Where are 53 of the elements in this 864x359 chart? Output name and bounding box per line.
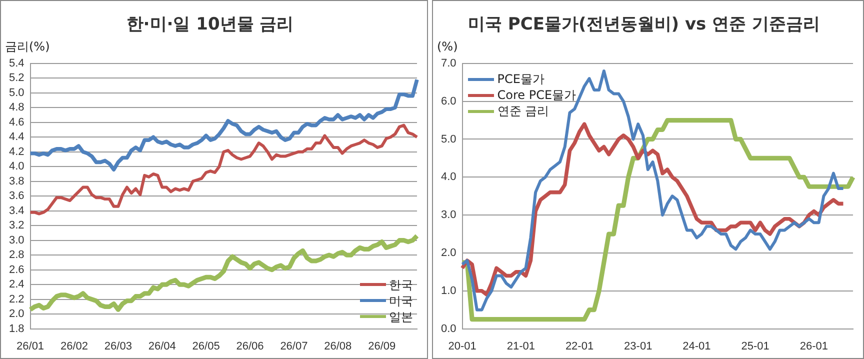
x-tick-label: 26/09 (368, 340, 396, 352)
y-tick-label: 3.0 (8, 234, 24, 246)
y-tick-label: 3.8 (8, 175, 24, 188)
x-tick-label: 23-01 (624, 340, 652, 352)
x-tick-label: 26/04 (148, 340, 176, 352)
legend-label: 미국 (389, 292, 413, 309)
y-tick-label: 5.4 (8, 57, 24, 70)
y-tick-label: 2.4 (8, 278, 24, 291)
x-tick-label: 22-01 (565, 340, 594, 352)
chart-title: 한·미·일 10년물 금리 (126, 14, 294, 35)
chart-title: 미국 PCE물가(전년동월비) vs 연준 기준금리 (468, 14, 820, 35)
x-tick-label: 26/07 (280, 340, 308, 352)
legend-label: 연준 금리 (497, 103, 550, 120)
x-tick-label: 26/06 (236, 340, 264, 352)
x-tick-label: 26-01 (800, 340, 828, 352)
x-tick-label: 26/03 (104, 340, 132, 352)
x-tick-label: 26/05 (192, 340, 220, 352)
y-tick-label: 4.6 (8, 116, 24, 128)
x-tick-label: 21-01 (506, 340, 535, 352)
y-tick-label: 2.2 (8, 293, 24, 306)
y-tick-label: 6.0 (440, 95, 456, 108)
x-tick-label: 26/02 (60, 340, 88, 352)
y-tick-label: 4.0 (8, 160, 24, 173)
y-axis-title: 금리(%) (5, 40, 50, 54)
y-tick-label: 1.8 (8, 322, 24, 335)
y-tick-label: 3.4 (8, 204, 24, 217)
x-tick-label: 24-01 (682, 340, 711, 352)
y-axis-title: (%) (437, 40, 458, 54)
x-tick-label: 26/01 (16, 340, 44, 352)
y-tick-label: 2.8 (8, 249, 24, 262)
y-tick-label: 3.6 (8, 190, 24, 202)
y-tick-label: 0.0 (440, 322, 456, 335)
y-tick-label: 3.2 (8, 220, 24, 232)
y-tick-label: 2.0 (440, 247, 456, 260)
legend-label: PCE물가 (497, 71, 544, 88)
y-tick-label: 2.0 (8, 308, 24, 320)
legend-label: 일본 (389, 308, 413, 325)
y-tick-label: 5.0 (440, 133, 456, 146)
y-tick-label: 7.0 (440, 57, 456, 70)
y-tick-label: 3.0 (440, 209, 456, 222)
legend-label: Core PCE물가 (497, 87, 576, 104)
x-tick-label: 25-01 (741, 340, 770, 352)
legend-label: 한국 (389, 276, 413, 293)
x-tick-label: 20-01 (448, 340, 476, 352)
y-tick-label: 4.2 (8, 146, 24, 158)
y-tick-label: 1.0 (440, 284, 456, 297)
x-tick-label: 26/08 (324, 340, 352, 352)
y-tick-label: 5.0 (8, 86, 24, 99)
y-tick-label: 4.8 (8, 102, 24, 114)
y-tick-label: 4.0 (440, 171, 456, 184)
y-tick-label: 5.2 (8, 72, 24, 84)
y-tick-label: 2.6 (8, 264, 24, 276)
y-tick-label: 4.4 (8, 131, 24, 144)
